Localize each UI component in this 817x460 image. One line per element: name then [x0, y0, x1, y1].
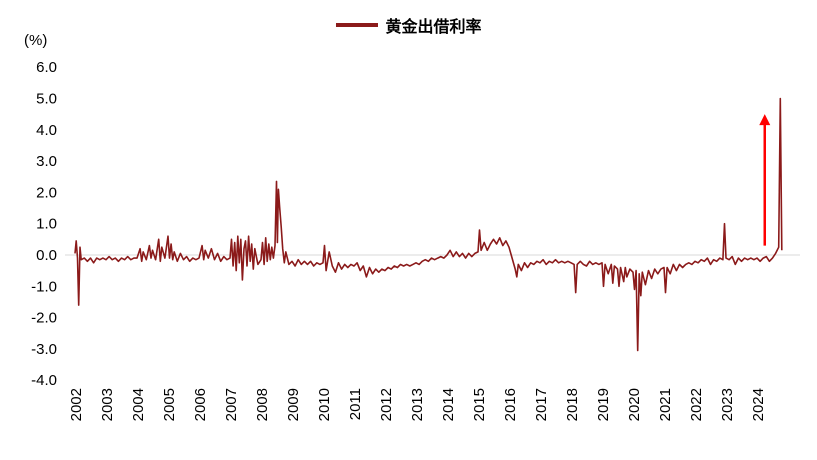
- x-tick-label: 2006: [192, 388, 209, 421]
- y-tick-label: 4.0: [36, 122, 57, 139]
- arrow-head-icon: [759, 114, 771, 126]
- y-tick-label: 3.0: [36, 153, 57, 170]
- x-tick-label: 2002: [68, 388, 85, 421]
- x-tick-label: 2021: [657, 388, 674, 421]
- x-tick-label: 2008: [254, 388, 271, 421]
- legend-label: 黄金出借利率: [385, 19, 482, 36]
- x-tick-label: 2003: [99, 388, 116, 421]
- x-tick-label: 2020: [626, 388, 643, 421]
- x-tick-label: 2022: [688, 388, 705, 421]
- x-tick-label: 2023: [719, 388, 736, 421]
- x-tick-label: 2018: [564, 388, 581, 421]
- x-tick-label: 2024: [750, 388, 767, 421]
- y-tick-label: 1.0: [36, 216, 57, 233]
- legend: 黄金出借利率: [335, 13, 482, 37]
- x-tick-label: 2009: [285, 388, 302, 421]
- series-line: [74, 97, 783, 352]
- y-tick-label: -2.0: [31, 310, 57, 327]
- x-tick-label: 2010: [316, 388, 333, 421]
- x-tick-label: 2012: [378, 388, 395, 421]
- y-tick-label: 2.0: [36, 184, 57, 201]
- y-tick-label: -4.0: [31, 372, 57, 389]
- x-tick-label: 2011: [347, 388, 364, 420]
- x-tick-label: 2016: [502, 388, 519, 421]
- x-tick-label: 2015: [471, 388, 488, 421]
- x-tick-label: 2005: [161, 388, 178, 421]
- y-tick-label: 5.0: [36, 91, 57, 108]
- x-tick-label: 2013: [409, 388, 426, 421]
- y-axis-unit-label: (%): [24, 32, 48, 49]
- x-tick-label: 2007: [223, 388, 240, 421]
- x-tick-label: 2017: [533, 388, 550, 421]
- x-tick-label: 2014: [440, 388, 457, 421]
- y-tick-label: 6.0: [36, 59, 57, 76]
- x-tick-label: 2019: [595, 388, 612, 421]
- y-tick-label: 0.0: [36, 247, 57, 264]
- legend-line-swatch: [335, 23, 378, 27]
- x-tick-label: 2004: [130, 388, 147, 421]
- y-tick-label: -3.0: [31, 341, 57, 358]
- y-tick-label: -1.0: [31, 278, 57, 295]
